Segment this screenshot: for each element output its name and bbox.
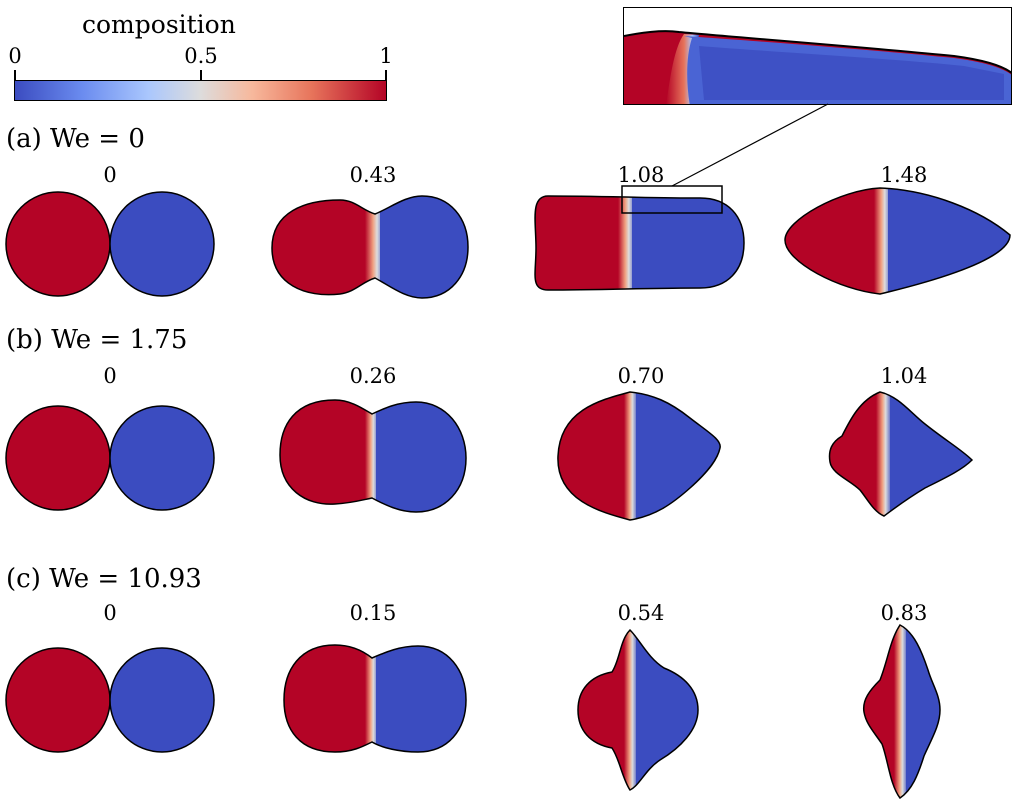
time-b-1: 0.26 (349, 364, 397, 388)
time-a-2: 1.08 (617, 163, 665, 187)
droplet-c3 (863, 625, 940, 798)
droplet-a3 (785, 188, 1010, 294)
droplet-a2 (535, 196, 744, 290)
time-b-0: 0 (103, 364, 117, 388)
colorbar (14, 80, 387, 101)
droplet-a0-blue (109, 191, 215, 297)
droplet-a0-red (5, 191, 111, 297)
row-label-b: (b) We = 1.75 (6, 325, 188, 355)
time-c-0: 0 (103, 601, 117, 625)
time-c-3: 0.83 (880, 601, 928, 625)
row-label-c: (c) We = 10.93 (6, 564, 202, 594)
droplet-b0-red (5, 405, 111, 511)
colorbar-tickmark-1 (385, 70, 387, 80)
droplet-c0-red (5, 647, 111, 753)
time-a-3: 1.48 (880, 163, 928, 187)
zoom-inset-graphic (624, 30, 1011, 104)
zoom-region-box (621, 185, 723, 214)
droplet-c2 (578, 630, 698, 790)
colorbar-tick-0: 0 (8, 44, 22, 68)
time-b-2: 0.70 (617, 364, 665, 388)
colorbar-tickmark-0 (14, 70, 16, 80)
zoom-leader-line (671, 103, 829, 187)
time-a-1: 0.43 (349, 163, 397, 187)
droplet-b0-blue (109, 405, 215, 511)
zoom-inset (623, 7, 1012, 105)
droplet-c0-blue (109, 647, 215, 753)
time-a-0: 0 (103, 163, 117, 187)
droplet-b2 (557, 392, 721, 520)
time-c-2: 0.54 (617, 601, 665, 625)
colorbar-tickmark-mid (200, 70, 202, 80)
colorbar-tick-1: 1 (379, 44, 393, 68)
droplet-c1 (284, 645, 466, 752)
colorbar-title: composition (82, 10, 236, 39)
time-c-1: 0.15 (349, 601, 397, 625)
time-b-3: 1.04 (880, 364, 928, 388)
droplet-b1 (280, 400, 466, 512)
droplet-b3 (829, 392, 972, 516)
colorbar-tick-mid: 0.5 (184, 44, 218, 68)
row-label-a: (a) We = 0 (6, 124, 145, 154)
droplet-a1 (272, 196, 468, 298)
